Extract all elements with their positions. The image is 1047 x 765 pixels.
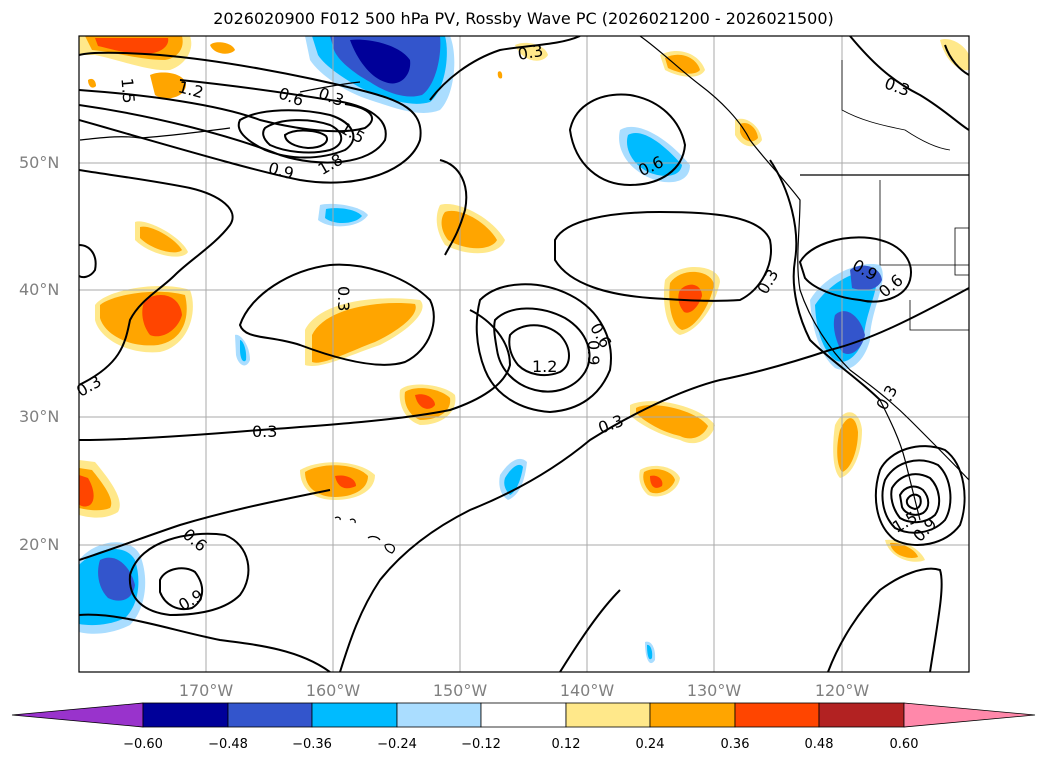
map-title: 2026020900 F012 500 hPa PV, Rossby Wave … bbox=[213, 9, 834, 28]
contour-label: 0.3 bbox=[334, 286, 353, 311]
contour-label: 0.6 bbox=[276, 84, 306, 111]
contour-label: 0.9 bbox=[584, 340, 603, 365]
colorbar-bin bbox=[818, 702, 905, 728]
shading-layer bbox=[79, 36, 969, 664]
colorbar-bin bbox=[396, 702, 482, 728]
colorbar-tick-label: 0.60 bbox=[889, 737, 919, 752]
colorbar-tick-label: 0.36 bbox=[720, 737, 750, 752]
lon-tick-label: 150°W bbox=[432, 681, 488, 700]
contour-label: 0.9 bbox=[266, 158, 296, 183]
contour-label: 0.3 bbox=[73, 371, 105, 400]
gridlines bbox=[79, 36, 969, 672]
colorbar-tick-label: −0.12 bbox=[461, 737, 501, 752]
lon-tick-label: 170°W bbox=[178, 681, 234, 700]
colorbar-tick-label: −0.36 bbox=[292, 737, 332, 752]
contour-label: 0.3 bbox=[316, 84, 346, 111]
contour-label: 0.3 bbox=[252, 422, 277, 441]
colorbar-bin bbox=[142, 702, 229, 728]
colorbar-bin bbox=[734, 702, 820, 728]
colorbar bbox=[11, 702, 1036, 728]
lon-tick-label: 130°W bbox=[686, 681, 742, 700]
colorbar-tick-label: −0.48 bbox=[208, 737, 248, 752]
lon-tick-label: 140°W bbox=[559, 681, 615, 700]
contour-label: 0.3 bbox=[872, 382, 901, 414]
lat-tick-label: 50°N bbox=[19, 153, 60, 172]
colorbar-bin bbox=[565, 702, 651, 728]
map-frame bbox=[78, 35, 970, 673]
contour-label: 0.3 bbox=[882, 74, 912, 101]
colorbar-extend-low bbox=[11, 702, 144, 728]
colorbar-tick-label: 0.12 bbox=[551, 737, 581, 752]
contour-label: 1.5 bbox=[117, 77, 138, 104]
contour-label: 0.3 bbox=[596, 411, 626, 438]
colorbar-tick-label: 0.24 bbox=[635, 737, 665, 752]
contour-label: 1.2 bbox=[532, 357, 557, 376]
lat-tick-label: 40°N bbox=[19, 280, 60, 299]
contour-label: 1.5 bbox=[337, 118, 369, 147]
lon-tick-label: 120°W bbox=[814, 681, 870, 700]
colorbar-bin bbox=[311, 702, 398, 728]
contour-label: 0.3 bbox=[516, 41, 544, 64]
contour-label: 0.3 bbox=[753, 266, 782, 298]
colorbar-tick-label: −0.24 bbox=[377, 737, 417, 752]
colorbar-extend-high bbox=[903, 702, 1036, 728]
lat-tick-label: 30°N bbox=[19, 407, 60, 426]
colorbar-tick-label: 0.48 bbox=[804, 737, 834, 752]
colorbar-bin bbox=[649, 702, 736, 728]
contour-label: 1.8 bbox=[315, 150, 347, 179]
contour-label: 1.2 bbox=[176, 77, 206, 102]
contours bbox=[79, 36, 969, 672]
lat-tick-label: 20°N bbox=[19, 535, 60, 554]
colorbar-tick-label: −0.60 bbox=[123, 737, 163, 752]
contour-labels: 1.5 1.2 0.6 0.3 1.5 1.8 0.9 0.3 0.3 0.6 … bbox=[73, 41, 940, 615]
colorbar-bin bbox=[227, 702, 313, 728]
colorbar-bin bbox=[480, 702, 567, 728]
lon-tick-label: 160°W bbox=[305, 681, 361, 700]
